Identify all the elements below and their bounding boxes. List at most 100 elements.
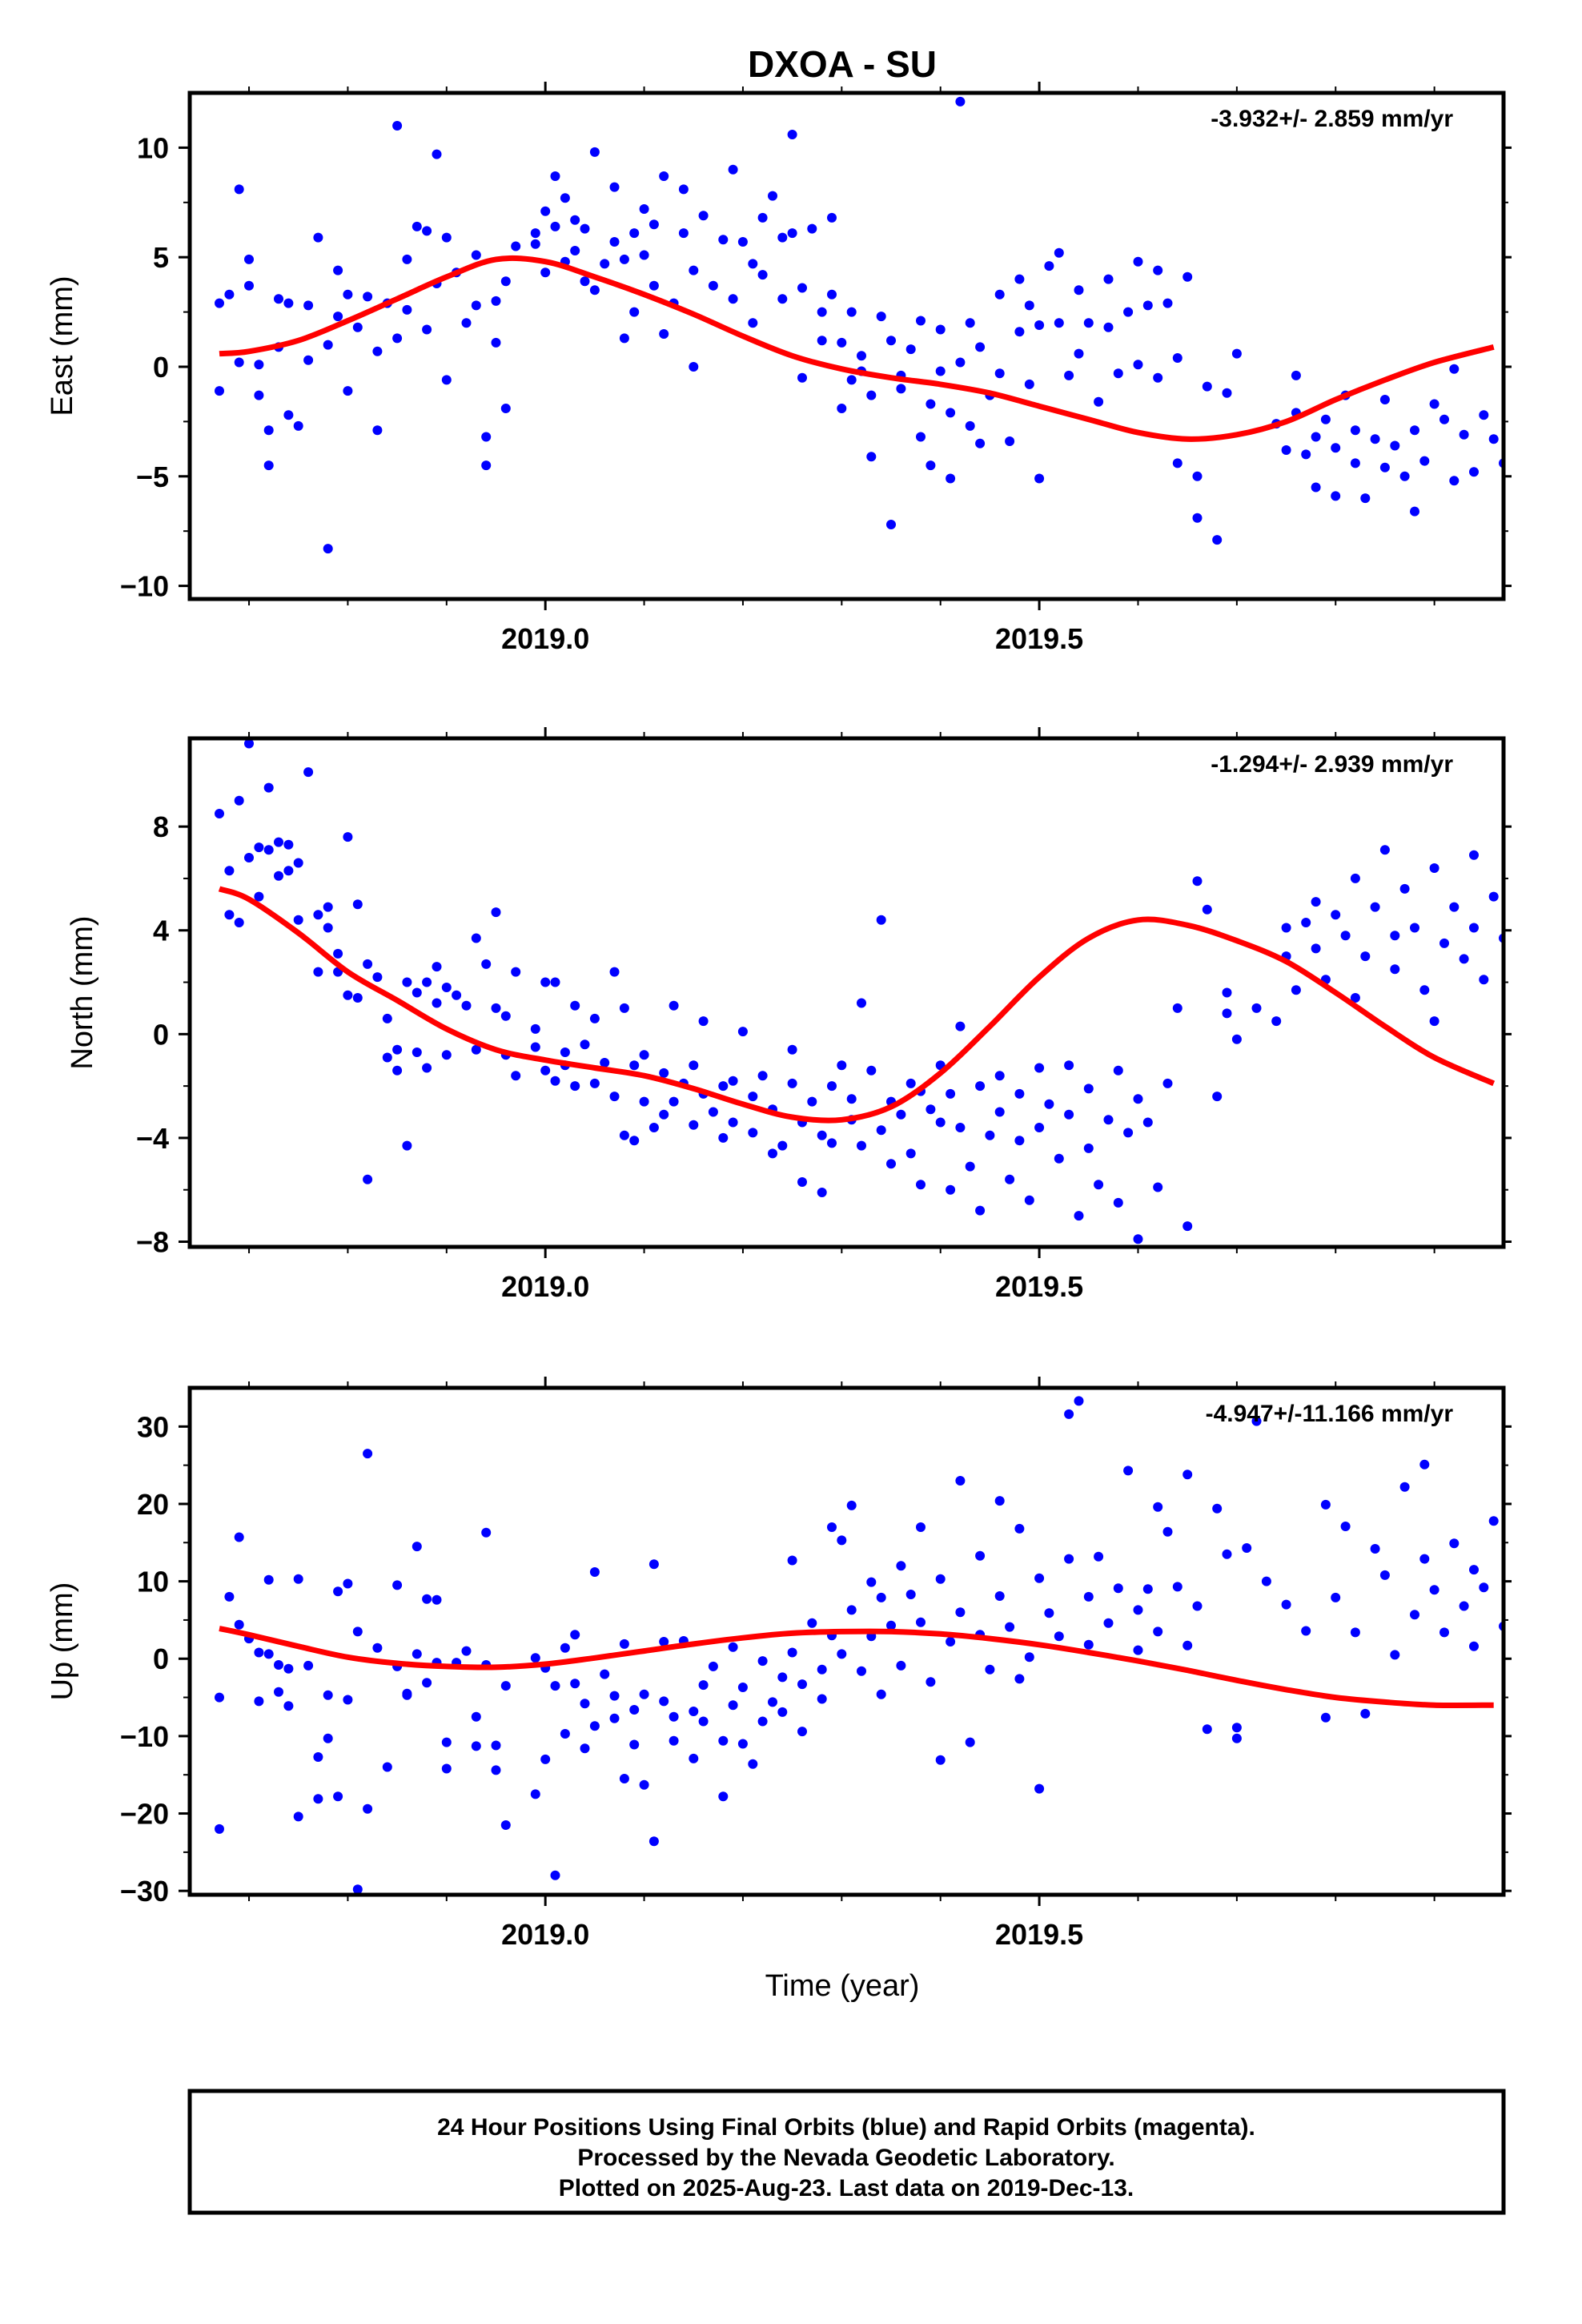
up-point: [708, 1661, 718, 1671]
north-point: [313, 967, 323, 977]
north-point: [629, 1136, 640, 1146]
up-point: [659, 1637, 669, 1647]
east-point: [274, 294, 283, 304]
east-point: [1578, 360, 1582, 369]
north-point: [926, 1104, 936, 1115]
east-rate-annotation: -3.932+/- 2.859 mm/yr: [1211, 106, 1453, 132]
up-point: [748, 1759, 758, 1769]
east-point: [333, 312, 343, 322]
east-point: [866, 452, 877, 462]
up-point: [343, 1695, 353, 1705]
east-point: [648, 280, 659, 291]
north-point: [263, 845, 274, 855]
north-point: [1251, 1003, 1262, 1013]
north-point: [352, 899, 363, 910]
east-point: [1162, 298, 1173, 308]
east-point: [283, 298, 294, 308]
north-y-tick-label: 4: [153, 915, 169, 947]
up-point: [441, 1763, 452, 1774]
up-point: [1320, 1712, 1331, 1723]
east-point: [540, 206, 551, 216]
north-point: [412, 1047, 422, 1057]
up-point: [303, 1660, 314, 1671]
east-point: [589, 285, 600, 296]
north-point: [215, 809, 224, 818]
up-point: [224, 1591, 235, 1602]
north-y-axis-label: North (mm): [66, 915, 99, 1069]
north-point: [659, 1109, 669, 1120]
east-point: [1014, 327, 1025, 337]
up-point: [1202, 1724, 1212, 1735]
up-point: [263, 1649, 274, 1659]
east-x-tick-label: 2019.5: [995, 622, 1083, 655]
up-point: [1340, 1522, 1351, 1531]
east-point: [1064, 370, 1074, 380]
up-point: [352, 1626, 363, 1637]
north-point: [1153, 1182, 1163, 1192]
east-point: [768, 191, 777, 201]
east-point: [698, 211, 709, 221]
north-point: [333, 948, 343, 959]
up-point: [689, 1753, 699, 1763]
north-point: [1291, 985, 1301, 995]
up-point: [1528, 1633, 1538, 1642]
north-point: [787, 1078, 797, 1088]
east-point: [718, 235, 729, 245]
north-point: [757, 1071, 768, 1081]
east-point: [1054, 247, 1064, 258]
up-point: [352, 1884, 363, 1895]
north-y-tick-label: −8: [136, 1226, 169, 1259]
east-point: [471, 300, 481, 311]
north-point: [1379, 845, 1390, 855]
up-point: [975, 1550, 986, 1561]
up-point: [392, 1580, 403, 1590]
east-point: [965, 318, 975, 328]
up-point: [1024, 1652, 1034, 1663]
east-point: [837, 404, 847, 413]
up-point: [1379, 1570, 1390, 1580]
up-point: [1182, 1640, 1193, 1651]
up-point: [1083, 1639, 1094, 1650]
east-point: [1469, 467, 1479, 477]
north-point: [244, 853, 254, 862]
east-point: [975, 438, 986, 448]
north-point: [540, 977, 551, 987]
east-point: [1005, 436, 1015, 446]
north-point: [1034, 1063, 1045, 1073]
east-point: [1519, 448, 1528, 457]
north-point: [876, 1125, 886, 1136]
up-point: [1429, 1585, 1439, 1595]
east-point: [1202, 381, 1212, 392]
north-point: [827, 1138, 837, 1148]
north-point: [363, 959, 373, 969]
north-x-tick-label: 2019.0: [501, 1270, 589, 1303]
up-point: [994, 1496, 1005, 1506]
up-point: [955, 1476, 966, 1486]
up-point: [629, 1705, 640, 1715]
up-point: [837, 1649, 847, 1659]
north-point: [827, 1081, 837, 1092]
east-point: [777, 232, 788, 243]
caption-line-2: Processed by the Nevada Geodetic Laborat…: [577, 2145, 1114, 2171]
east-point: [1429, 399, 1439, 409]
up-point: [639, 1779, 649, 1790]
north-point: [343, 832, 353, 842]
up-point: [1212, 1503, 1223, 1514]
east-point: [965, 420, 975, 431]
east-point: [1419, 456, 1430, 466]
north-point: [471, 1044, 481, 1055]
up-point: [1331, 1592, 1341, 1602]
north-point: [1419, 985, 1430, 995]
up-point: [916, 1617, 926, 1627]
north-point: [1064, 1109, 1074, 1120]
up-point: [1192, 1601, 1203, 1611]
up-point: [1162, 1526, 1173, 1537]
up-point: [1488, 1516, 1499, 1526]
up-point: [757, 1716, 768, 1727]
east-point: [363, 292, 373, 302]
north-point: [1459, 954, 1469, 964]
up-point: [629, 1739, 640, 1750]
up-point: [293, 1811, 303, 1822]
east-point: [757, 212, 768, 223]
east-point: [1153, 372, 1163, 383]
